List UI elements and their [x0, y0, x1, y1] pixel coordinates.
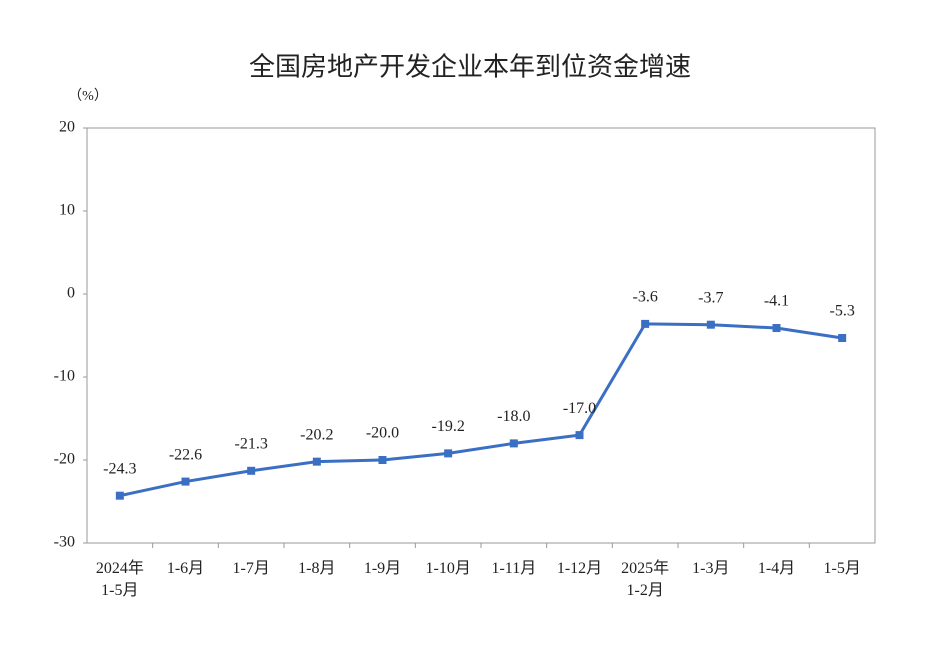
data-label: -20.2 — [300, 426, 333, 443]
x-tick-label: 1-5月 — [823, 560, 860, 577]
y-tick-label: 20 — [59, 119, 75, 136]
x-tick-label: 1-8月 — [298, 560, 335, 577]
y-tick-label: 10 — [59, 202, 75, 219]
y-tick-label: 0 — [67, 285, 75, 302]
y-tick-label: -20 — [54, 451, 75, 468]
marker — [706, 320, 715, 329]
marker — [247, 466, 256, 475]
data-label: -4.1 — [764, 293, 789, 310]
marker — [115, 491, 124, 500]
x-tick-label: 1-7月 — [232, 560, 269, 577]
data-label: -24.3 — [103, 460, 136, 477]
y-tick-label: -30 — [54, 534, 75, 551]
x-tick-label: 1-4月 — [758, 560, 795, 577]
data-label: -18.0 — [497, 408, 530, 425]
data-label: -20.0 — [366, 425, 399, 442]
x-tick-label: 1-11月 — [491, 560, 536, 577]
data-label: -3.7 — [698, 289, 723, 306]
marker — [838, 333, 847, 342]
marker — [641, 319, 650, 328]
marker — [575, 431, 584, 440]
x-tick-label: 1-3月 — [692, 560, 729, 577]
data-label: -3.6 — [633, 289, 658, 306]
chart-title: 全国房地产开发企业本年到位资金增速 — [249, 53, 691, 83]
x-tick-label: 1-12月 — [557, 560, 602, 577]
marker — [772, 324, 781, 333]
y-axis-label: （%） — [68, 88, 108, 104]
marker — [509, 439, 518, 448]
marker — [378, 456, 387, 464]
x-tick-label: 2024年 1-5月 — [96, 559, 144, 599]
x-tick-label: 1-9月 — [364, 560, 401, 577]
marker — [312, 457, 321, 466]
plot-frame — [86, 127, 876, 544]
data-label: -21.3 — [235, 435, 268, 452]
data-label: -5.3 — [830, 303, 855, 320]
line — [119, 322, 843, 498]
y-tick-label: -10 — [54, 368, 75, 385]
marker — [181, 477, 190, 486]
data-label: -17.0 — [563, 400, 596, 417]
data-label: -22.6 — [169, 446, 202, 463]
x-tick-label: 2025年 1-2月 — [621, 559, 669, 599]
x-tick-label: 1-6月 — [167, 560, 204, 577]
x-tick-label: 1-10月 — [425, 560, 470, 577]
data-label: -19.2 — [432, 418, 465, 435]
marker — [444, 449, 453, 458]
